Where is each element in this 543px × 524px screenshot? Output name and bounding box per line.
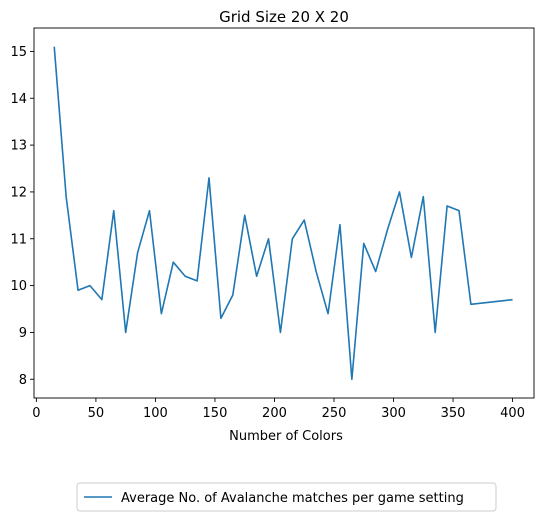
plot-area-frame (33, 27, 535, 399)
legend: Average No. of Avalanche matches per gam… (76, 482, 497, 512)
y-tick-label: 11 (10, 232, 27, 247)
x-axis-ticks: 0 50 100 150 200 250 300 350 400 (32, 398, 525, 421)
y-tick-label: 9 (19, 326, 27, 341)
y-axis-ticks: 8 9 10 11 12 13 14 15 (10, 45, 34, 388)
x-tick-label: 150 (203, 406, 228, 421)
x-tick-label: 200 (262, 406, 287, 421)
series-line-avalanche-matches (53, 46, 513, 381)
y-tick-label: 15 (10, 45, 27, 60)
y-tick-label: 13 (10, 139, 27, 154)
x-tick-label: 400 (500, 406, 525, 421)
x-tick-label: 300 (381, 406, 406, 421)
y-tick-label: 12 (10, 185, 27, 200)
x-tick-label: 100 (143, 406, 168, 421)
x-tick-label: 250 (322, 406, 347, 421)
y-tick-label: 10 (10, 279, 27, 294)
chart-title: Grid Size 20 X 20 (219, 8, 349, 26)
x-tick-label: 350 (441, 406, 466, 421)
legend-box (76, 482, 497, 512)
y-tick-label: 14 (10, 92, 27, 107)
legend-entry-label: Average No. of Avalanche matches per gam… (121, 491, 464, 506)
y-tick-label: 8 (19, 373, 27, 388)
x-axis-label: Number of Colors (229, 429, 343, 444)
x-tick-label: 50 (88, 406, 105, 421)
x-tick-label: 0 (32, 406, 40, 421)
